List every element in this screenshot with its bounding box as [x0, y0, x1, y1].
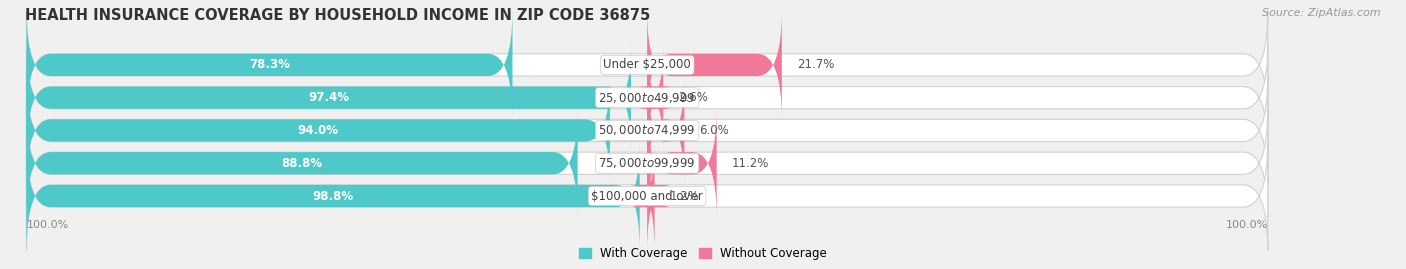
Text: 78.3%: 78.3%: [249, 58, 290, 72]
FancyBboxPatch shape: [27, 76, 610, 185]
Text: Under $25,000: Under $25,000: [603, 58, 690, 72]
FancyBboxPatch shape: [27, 109, 1268, 218]
Text: Source: ZipAtlas.com: Source: ZipAtlas.com: [1263, 8, 1381, 18]
Text: $25,000 to $49,999: $25,000 to $49,999: [599, 91, 696, 105]
Text: 98.8%: 98.8%: [312, 189, 354, 203]
Text: 97.4%: 97.4%: [308, 91, 349, 104]
FancyBboxPatch shape: [27, 76, 1268, 185]
Text: 88.8%: 88.8%: [281, 157, 322, 170]
Text: 100.0%: 100.0%: [27, 220, 69, 230]
Text: 100.0%: 100.0%: [1226, 220, 1268, 230]
FancyBboxPatch shape: [27, 10, 1268, 119]
FancyBboxPatch shape: [27, 43, 631, 152]
FancyBboxPatch shape: [647, 10, 782, 119]
FancyBboxPatch shape: [27, 109, 578, 218]
FancyBboxPatch shape: [27, 43, 1268, 152]
FancyBboxPatch shape: [630, 141, 672, 250]
Text: 2.6%: 2.6%: [678, 91, 709, 104]
Text: $75,000 to $99,999: $75,000 to $99,999: [599, 156, 696, 170]
Text: 21.7%: 21.7%: [797, 58, 834, 72]
FancyBboxPatch shape: [647, 109, 717, 218]
Text: 11.2%: 11.2%: [731, 157, 769, 170]
Legend: With Coverage, Without Coverage: With Coverage, Without Coverage: [574, 243, 832, 265]
FancyBboxPatch shape: [27, 141, 640, 250]
FancyBboxPatch shape: [27, 141, 1268, 250]
Text: $100,000 and over: $100,000 and over: [592, 189, 703, 203]
FancyBboxPatch shape: [647, 76, 685, 185]
FancyBboxPatch shape: [638, 43, 672, 152]
FancyBboxPatch shape: [27, 10, 512, 119]
Text: 1.2%: 1.2%: [669, 189, 699, 203]
Text: 6.0%: 6.0%: [699, 124, 730, 137]
Text: HEALTH INSURANCE COVERAGE BY HOUSEHOLD INCOME IN ZIP CODE 36875: HEALTH INSURANCE COVERAGE BY HOUSEHOLD I…: [25, 8, 651, 23]
Text: $50,000 to $74,999: $50,000 to $74,999: [599, 123, 696, 137]
Text: 94.0%: 94.0%: [298, 124, 339, 137]
